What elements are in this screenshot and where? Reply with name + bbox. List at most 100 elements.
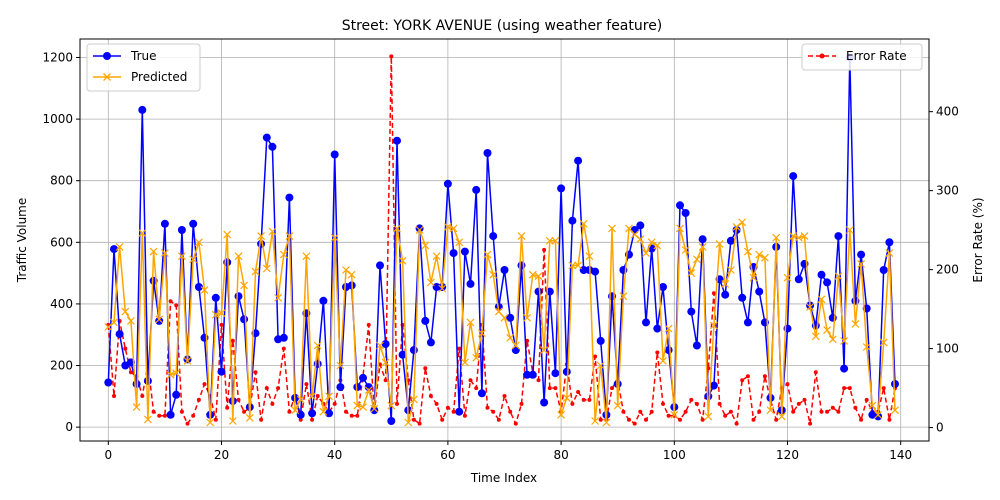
legend-error-label: Error Rate (846, 49, 907, 63)
true-point (743, 318, 752, 327)
predicted-point (268, 227, 277, 236)
true-point (330, 150, 339, 159)
predicted-point (574, 261, 583, 270)
true-point (364, 383, 373, 392)
predicted-point (766, 406, 775, 415)
legend-right: Error Rate (801, 43, 923, 71)
true-point (466, 279, 475, 288)
predicted-point (421, 241, 430, 250)
predicted-point (387, 401, 396, 410)
true-point (234, 292, 243, 301)
error-rate-point (825, 409, 830, 414)
predicted-point (500, 313, 509, 322)
true-point (143, 376, 152, 385)
error-rate-point (128, 370, 133, 375)
predicted-point (438, 284, 447, 293)
error-rate-point (581, 397, 586, 402)
true-point (511, 346, 520, 355)
error-rate-point (570, 401, 575, 406)
predicted-point (534, 272, 543, 281)
y2-tick-label: 0 (936, 421, 944, 435)
true-point (698, 235, 707, 244)
predicted-point (743, 247, 752, 256)
true-point (755, 287, 764, 296)
predicted-point (359, 403, 367, 412)
error-rate-point (474, 386, 479, 391)
error-rate-point (655, 350, 660, 355)
error-rate-point (553, 386, 558, 391)
error-rate-point (491, 409, 496, 414)
y-tick-label: 200 (50, 359, 73, 373)
predicted-point (642, 249, 650, 258)
true-point (426, 338, 435, 347)
legend-right-frame (801, 43, 923, 71)
true-point (285, 193, 294, 202)
error-rate-point (485, 405, 490, 410)
true-point (432, 283, 441, 291)
predicted-point (772, 233, 781, 242)
predicted-point (891, 406, 899, 415)
true-point (738, 293, 747, 302)
y-tick-label: 1200 (42, 50, 73, 64)
error-rate-point (711, 291, 716, 296)
error-rate-point (332, 401, 337, 406)
error-rate-point (185, 421, 190, 426)
predicted-point (313, 341, 322, 350)
x-tick-label: 60 (440, 448, 455, 462)
predicted-point (874, 410, 883, 419)
error-rate-point (723, 413, 728, 418)
predicted-point (545, 236, 554, 245)
predicted-point (217, 309, 226, 318)
predicted-point (777, 412, 786, 421)
predicted-point (523, 313, 532, 322)
predicted-point (245, 413, 254, 422)
true-point (551, 369, 560, 378)
predicted-point (342, 266, 350, 274)
true-point (393, 136, 401, 145)
error-rate-point (508, 409, 513, 414)
predicted-point (738, 218, 747, 227)
error-rate-point (389, 54, 394, 59)
predicted-point (319, 407, 328, 416)
true-point (104, 378, 113, 387)
error-rate-point (791, 409, 796, 414)
predicted-point (562, 393, 571, 402)
error-rate-point (802, 397, 807, 402)
x-tick-label: 120 (776, 448, 799, 462)
predicted-point (472, 353, 481, 362)
predicted-point (404, 418, 413, 427)
predicted-point (783, 273, 792, 282)
error-rate-point (213, 417, 218, 422)
predicted-point (138, 229, 147, 238)
true-point (591, 267, 600, 276)
predicted-point (223, 230, 232, 239)
x-tick-label: 80 (553, 448, 568, 462)
error-rate-point (536, 378, 541, 383)
error-rate-point (751, 417, 756, 422)
y-tick-label: 800 (50, 174, 73, 188)
true-point (376, 261, 384, 270)
true-point (257, 239, 266, 248)
error-rate-point (734, 421, 739, 426)
predicted-point (285, 232, 294, 241)
error-rate-point (298, 417, 303, 422)
error-rate-point (678, 417, 682, 422)
true-point (166, 410, 175, 419)
predicted-point (381, 358, 390, 367)
predicted-point (483, 250, 492, 259)
predicted-point (234, 252, 243, 261)
x-axis-ticks: 0 20 40 60 80 100 120 140 (104, 441, 912, 462)
true-point (676, 201, 684, 210)
y-tick-label: 1000 (42, 112, 73, 126)
predicted-point (121, 307, 130, 316)
error-rate-point (745, 374, 750, 379)
predicted-point (862, 343, 871, 351)
predicted-point (291, 406, 300, 415)
error-rate-point (445, 405, 450, 410)
predicted-point (330, 233, 339, 242)
predicted-point (732, 222, 741, 231)
error-rate-point (457, 346, 462, 351)
true-point (709, 381, 718, 390)
predicted-point (806, 303, 815, 311)
true-point (155, 316, 164, 325)
